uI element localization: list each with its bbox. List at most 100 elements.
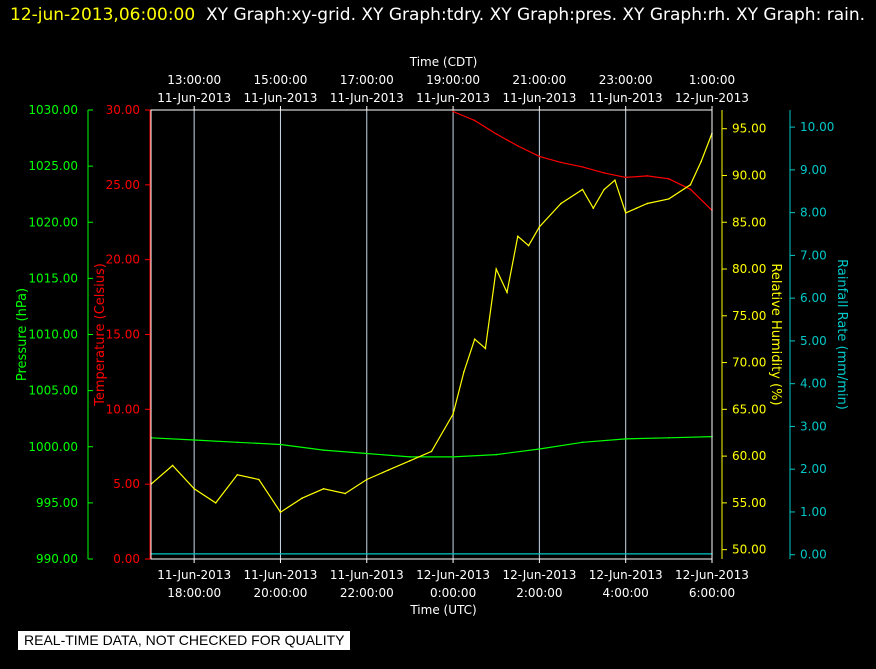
series-point-rh-3 [214,502,217,504]
series-point-rh-8 [322,488,325,490]
x-top-tick-time-1: 15:00:00 [254,73,308,87]
x-top-tick-time-3: 19:00:00 [426,73,480,87]
x-bottom-tick-date-0: 11-Jun-2013 [157,568,231,582]
humidity-tick-label-0: 50.00 [732,543,766,557]
graph-titles: XY Graph:xy-grid. XY Graph:tdry. XY Grap… [206,5,866,25]
x-top-tick-date-3: 11-Jun-2013 [416,91,490,105]
rain-tick-label-9: 9.00 [800,163,827,177]
rain-tick-label-0: 0.00 [800,548,827,562]
x-bottom-tick-date-3: 12-Jun-2013 [416,568,490,582]
series-point-pres-9 [538,448,541,450]
x-bottom-tick-date-5: 12-Jun-2013 [589,568,663,582]
x-bottom-axis-label: Time (UTC) [409,603,476,617]
series-point-rh-25 [592,207,595,210]
series-point-tdry-2 [495,133,498,135]
series-point-rh-9 [344,492,346,495]
series-line-rh [150,133,713,514]
series-point-rh-5 [258,478,260,481]
series-point-rh-7 [301,497,303,499]
x-bottom-tick-time-4: 2:00:00 [516,586,562,600]
humidity-tick-label-2: 60.00 [732,449,766,463]
series-point-rh-19 [506,291,508,294]
rain-tick-label-8: 8.00 [800,206,827,220]
humidity-tick-label-4: 70.00 [732,356,766,370]
series-point-rh-13 [430,450,433,453]
x-top-tick-date-4: 11-Jun-2013 [502,91,576,105]
series-point-rh-18 [495,268,498,270]
temperature-tick-label-2: 10.00 [106,402,140,416]
series-point-tdry-1 [473,119,476,122]
series-point-pres-5 [365,452,368,455]
x-bottom-tick-date-4: 12-Jun-2013 [502,568,576,582]
series-point-rh-31 [668,198,670,200]
series-point-rh-22 [538,226,541,228]
x-top-tick-date-6: 12-Jun-2013 [675,91,749,105]
pressure-tick-label-3: 1005.00 [28,384,78,398]
pressure-tick-label-2: 1000.00 [28,440,78,454]
rain-tick-label-2: 2.00 [800,462,827,476]
series-point-rh-11 [387,469,390,471]
temperature-tick-label-6: 30.00 [106,103,140,117]
x-bottom-tick-date-2: 11-Jun-2013 [330,568,404,582]
series-point-rh-4 [236,474,239,476]
temperature-tick-label-4: 20.00 [106,253,140,267]
x-bottom-tick-time-0: 18:00:00 [167,586,221,600]
humidity-tick-label-6: 80.00 [732,262,766,276]
series-point-rh-6 [279,511,282,514]
temperature-tick-label-1: 5.00 [113,477,140,491]
series-point-rh-20 [517,235,519,238]
rain-tick-label-6: 6.00 [800,291,827,305]
temperature-tick-label-0: 0.00 [113,552,140,566]
series-point-rh-17 [484,347,487,350]
series-point-tdry-6 [581,166,584,168]
series-point-pres-12 [668,436,670,439]
series-point-rh-2 [193,488,195,490]
temperature-tick-label-5: 25.00 [106,178,140,192]
x-top-tick-date-1: 11-Jun-2013 [244,91,318,105]
humidity-tick-label-9: 95.00 [732,122,766,136]
series-point-pres-8 [495,453,498,456]
series-point-pres-2 [236,441,239,444]
pressure-tick-label-5: 1015.00 [28,271,78,285]
series-point-pres-1 [193,439,195,441]
series-point-pres-7 [452,456,454,458]
series-point-tdry-11 [689,188,692,191]
rain-tick-label-1: 1.00 [800,505,827,519]
x-top-tick-date-5: 11-Jun-2013 [589,91,663,105]
series-point-tdry-9 [646,175,649,177]
x-top-tick-time-4: 21:00:00 [512,73,566,87]
labels-layer: 13:00:00 11-Jun-2013 15:00:00 11-Jun-2013 17… [15,55,849,617]
rain-tick-label-4: 4.00 [800,377,827,391]
series-point-pres-11 [624,438,627,440]
x-top-tick-time-6: 1:00:00 [689,73,735,87]
x-bottom-tick-time-2: 22:00:00 [340,586,394,600]
humidity-tick-label-1: 55.00 [732,496,766,510]
temperature-tick-label-3: 15.00 [106,328,140,342]
series-point-tdry-8 [624,176,627,179]
series-point-tdry-3 [517,145,519,147]
x-top-tick-date-0: 11-Jun-2013 [157,91,231,105]
pressure-axis-title: Pressure (hPa) [15,288,30,381]
series-point-tdry-10 [668,178,670,180]
rain-tick-label-10: 10.00 [800,120,834,134]
series-point-rh-16 [473,338,476,340]
pressure-tick-label-0: 990.00 [36,552,78,566]
axes-layer [87,106,795,563]
series-point-rh-33 [700,160,703,163]
humidity-tick-label-3: 65.00 [732,402,766,416]
timestamp: 12-jun-2013,06:00:00 [10,5,196,25]
graph-header: 12-jun-2013,06:00:00 XY Graph:xy-grid. X… [10,2,870,29]
series-point-pres-4 [322,449,325,451]
series-point-rh-12 [409,459,411,462]
series-point-rh-27 [614,179,616,181]
series-point-tdry-7 [603,172,605,174]
rain-tick-label-7: 7.00 [800,248,827,262]
series-point-rh-29 [635,207,638,210]
pressure-tick-label-4: 1010.00 [28,328,78,342]
series-point-pres-10 [581,441,584,444]
temperature-axis-title: Temperature (Celsius) [93,263,108,407]
x-bottom-tick-time-3: 0:00:00 [430,586,476,600]
series-point-pres-6 [409,456,411,458]
rain-tick-label-3: 3.00 [800,419,827,433]
